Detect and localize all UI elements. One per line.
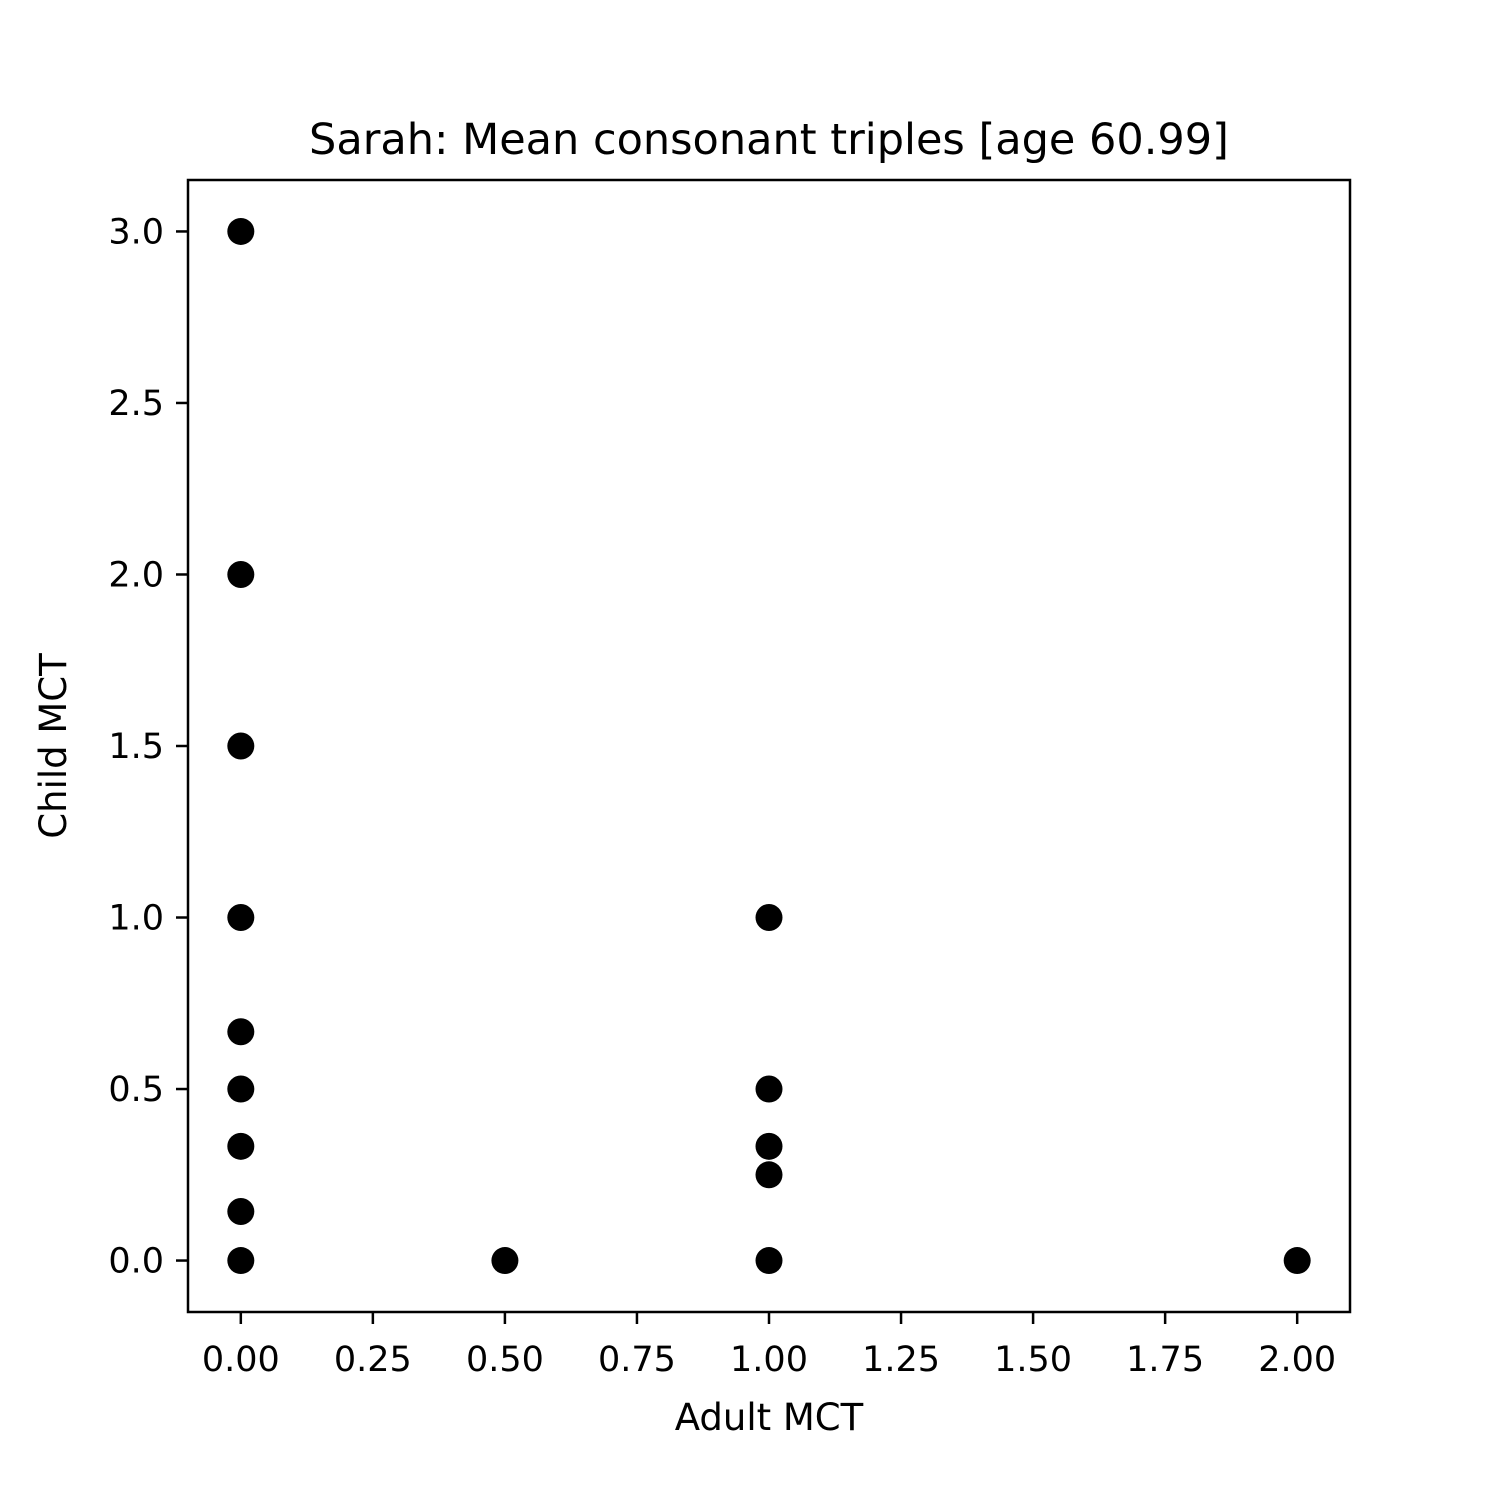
y-tick-label: 2.0: [108, 555, 164, 595]
x-axis-label: Adult MCT: [675, 1396, 864, 1439]
data-point: [755, 904, 783, 932]
y-tick-label: 3.0: [108, 212, 164, 252]
data-point: [227, 1075, 255, 1103]
data-point: [755, 1247, 783, 1275]
y-axis-label: Child MCT: [32, 653, 75, 839]
x-tick-label: 0.50: [466, 1340, 544, 1380]
data-point: [227, 1197, 255, 1225]
x-tick-label: 1.50: [994, 1340, 1072, 1380]
x-tick-label: 1.25: [862, 1340, 940, 1380]
data-point: [227, 560, 255, 588]
chart-title: Sarah: Mean consonant triples [age 60.99…: [309, 115, 1229, 165]
y-axis: 0.0 0.5 1.0 1.5 2.0 2.5 3.0: [108, 212, 188, 1282]
y-tick-label: 2.5: [108, 384, 164, 424]
y-tick-label: 1.5: [108, 727, 164, 767]
x-tick-label: 2.00: [1258, 1340, 1336, 1380]
x-tick-label: 1.75: [1126, 1340, 1204, 1380]
data-point: [1283, 1247, 1311, 1275]
data-point: [755, 1132, 783, 1160]
x-tick-label: 0.25: [334, 1340, 412, 1380]
data-point: [227, 732, 255, 760]
data-point: [227, 1247, 255, 1275]
data-point: [755, 1161, 783, 1189]
y-tick-label: 0.5: [108, 1070, 164, 1110]
data-point: [227, 904, 255, 932]
plot-frame: [186, 178, 1352, 1314]
data-point: [227, 1132, 255, 1160]
data-point: [491, 1247, 519, 1275]
y-tick-label: 0.0: [108, 1242, 164, 1282]
data-point: [227, 1018, 255, 1046]
x-tick-label: 1.00: [730, 1340, 808, 1380]
data-point: [227, 217, 255, 245]
x-axis: 0.00 0.25 0.50 0.75 1.00 1.25 1.50 1.75 2.00: [202, 1312, 1336, 1380]
data-points: [227, 217, 1311, 1275]
y-tick-label: 1.0: [108, 899, 164, 939]
x-tick-label: 0.00: [202, 1340, 280, 1380]
data-point: [755, 1075, 783, 1103]
x-tick-label: 0.75: [598, 1340, 676, 1380]
